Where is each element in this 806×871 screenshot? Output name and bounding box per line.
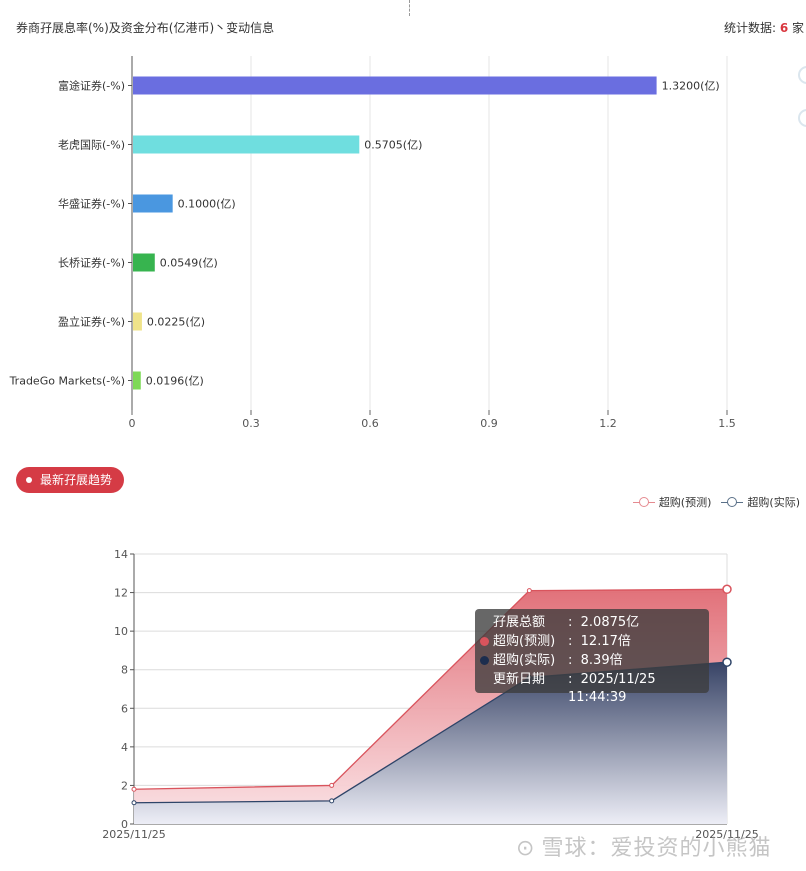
line-circle-icon	[632, 496, 655, 508]
data-point	[722, 584, 732, 595]
y-tick-label: 富途证券(-%)	[58, 79, 125, 93]
y-tick-label: 6	[121, 702, 128, 715]
tooltip-value: : 2025/11/25 11:44:39	[568, 672, 656, 705]
data-point	[329, 782, 335, 788]
y-tick-label: 0	[121, 818, 128, 831]
data-point	[526, 588, 532, 594]
series-area	[134, 662, 727, 824]
side-circle-icon[interactable]	[798, 109, 806, 127]
snowball-logo-icon: ⊙	[516, 836, 536, 861]
tooltip-row: 超购(预测) : 12.17倍	[475, 633, 709, 651]
x-tick-label: 0.6	[361, 417, 379, 430]
data-point	[722, 657, 732, 667]
data-point	[131, 800, 137, 806]
chart-legend: 超购(预测) 超购(实际)	[632, 494, 800, 510]
y-tick-label: 12	[114, 587, 128, 600]
x-tick-label: 0	[129, 417, 136, 430]
x-tick-label: 0.3	[242, 417, 260, 430]
y-tick-label: TradeGo Markets(-%)	[9, 375, 125, 388]
stat-suffix: 家	[788, 21, 804, 35]
y-tick-label: 老虎国际(-%)	[58, 139, 125, 152]
tooltip-row: 超购(实际) : 8.39倍	[475, 652, 709, 670]
marker-dot-icon	[480, 637, 489, 646]
y-tick-label: 10	[114, 625, 128, 638]
latest-trend-label: 最新孖展趋势	[40, 473, 113, 487]
bar	[133, 135, 360, 154]
tooltip-row: 更新日期 : 2025/11/25 11:44:39	[475, 671, 709, 705]
series-line	[133, 588, 728, 790]
bar	[133, 76, 657, 95]
tooltip-label: 超购(实际)	[493, 653, 556, 668]
bar-chart: 0 0.3 0.6 0.9 1.2 1.5 富途证券(-%) 1.3200(亿) 老虎国际(-%…	[9, 56, 736, 430]
stat-count: 6	[779, 21, 789, 35]
chart-tooltip: 孖展总额 : 2.0875亿 超购(预测) : 12.17倍 超购(实际) : …	[475, 609, 709, 705]
watermark-text: 雪球：爱投资的小熊猫	[541, 836, 772, 861]
bar-value-label: 0.1000(亿)	[178, 198, 236, 211]
y-tick-label: 8	[121, 664, 128, 677]
legend-label-forecast: 超购(预测)	[658, 496, 712, 509]
stat-prefix: 统计数据:	[723, 21, 780, 35]
y-tick-label: 长桥证券(-%)	[58, 256, 125, 270]
y-tick-label: 盈立证券(-%)	[58, 315, 125, 329]
tooltip-value: : 8.39倍	[568, 653, 623, 668]
bar	[133, 194, 173, 213]
bar-value-label: 0.5705(亿)	[364, 139, 422, 152]
stat-summary: 统计数据: 6 家	[724, 19, 804, 36]
tooltip-label: 超购(预测)	[493, 634, 556, 649]
y-tick-label: 4	[121, 741, 128, 754]
x-tick-label: 2025/11/25	[102, 828, 165, 841]
tooltip-label: 更新日期	[493, 672, 546, 687]
bar-value-label: 1.3200(亿)	[662, 80, 720, 93]
side-circle-icon[interactable]	[798, 66, 806, 84]
x-tick-label: 0.9	[480, 417, 498, 430]
legend-label-actual: 超购(实际)	[747, 496, 800, 509]
y-tick-label: 华盛证券(-%)	[58, 197, 125, 211]
x-tick-label: 1.2	[599, 417, 617, 430]
tooltip-value: : 2.0875亿	[568, 615, 640, 630]
bar	[133, 312, 142, 331]
tooltip-label: 孖展总额	[493, 615, 546, 630]
legend-item-actual[interactable]: 超购(实际)	[721, 494, 800, 510]
marker-dot-icon	[480, 656, 489, 665]
tooltip-value: : 12.17倍	[568, 634, 631, 649]
watermark: ⊙ 雪球：爱投资的小熊猫	[516, 830, 771, 862]
bar-value-label: 0.0225(亿)	[147, 316, 205, 329]
page-title: 券商孖展息率(%)及资金分布(亿港币)丶变动信息	[16, 21, 275, 35]
y-tick-label: 14	[114, 548, 128, 561]
bar-value-label: 0.0196(亿)	[146, 375, 204, 388]
y-tick-label: 2	[121, 779, 128, 792]
bar	[133, 371, 141, 390]
x-tick-label: 2025/11/25	[695, 828, 758, 841]
data-point	[131, 786, 137, 792]
tooltip-row: 孖展总额 : 2.0875亿	[475, 614, 709, 632]
bar-value-label: 0.0549(亿)	[160, 257, 218, 270]
divider-dashed	[409, 0, 410, 16]
legend-item-forecast[interactable]: 超购(预测)	[632, 494, 712, 510]
x-tick-label: 1.5	[718, 417, 736, 430]
data-point	[329, 798, 335, 804]
bullet-icon	[26, 477, 32, 483]
line-circle-icon	[721, 496, 744, 508]
bar	[133, 253, 155, 272]
latest-trend-button[interactable]: 最新孖展趋势	[16, 467, 124, 493]
